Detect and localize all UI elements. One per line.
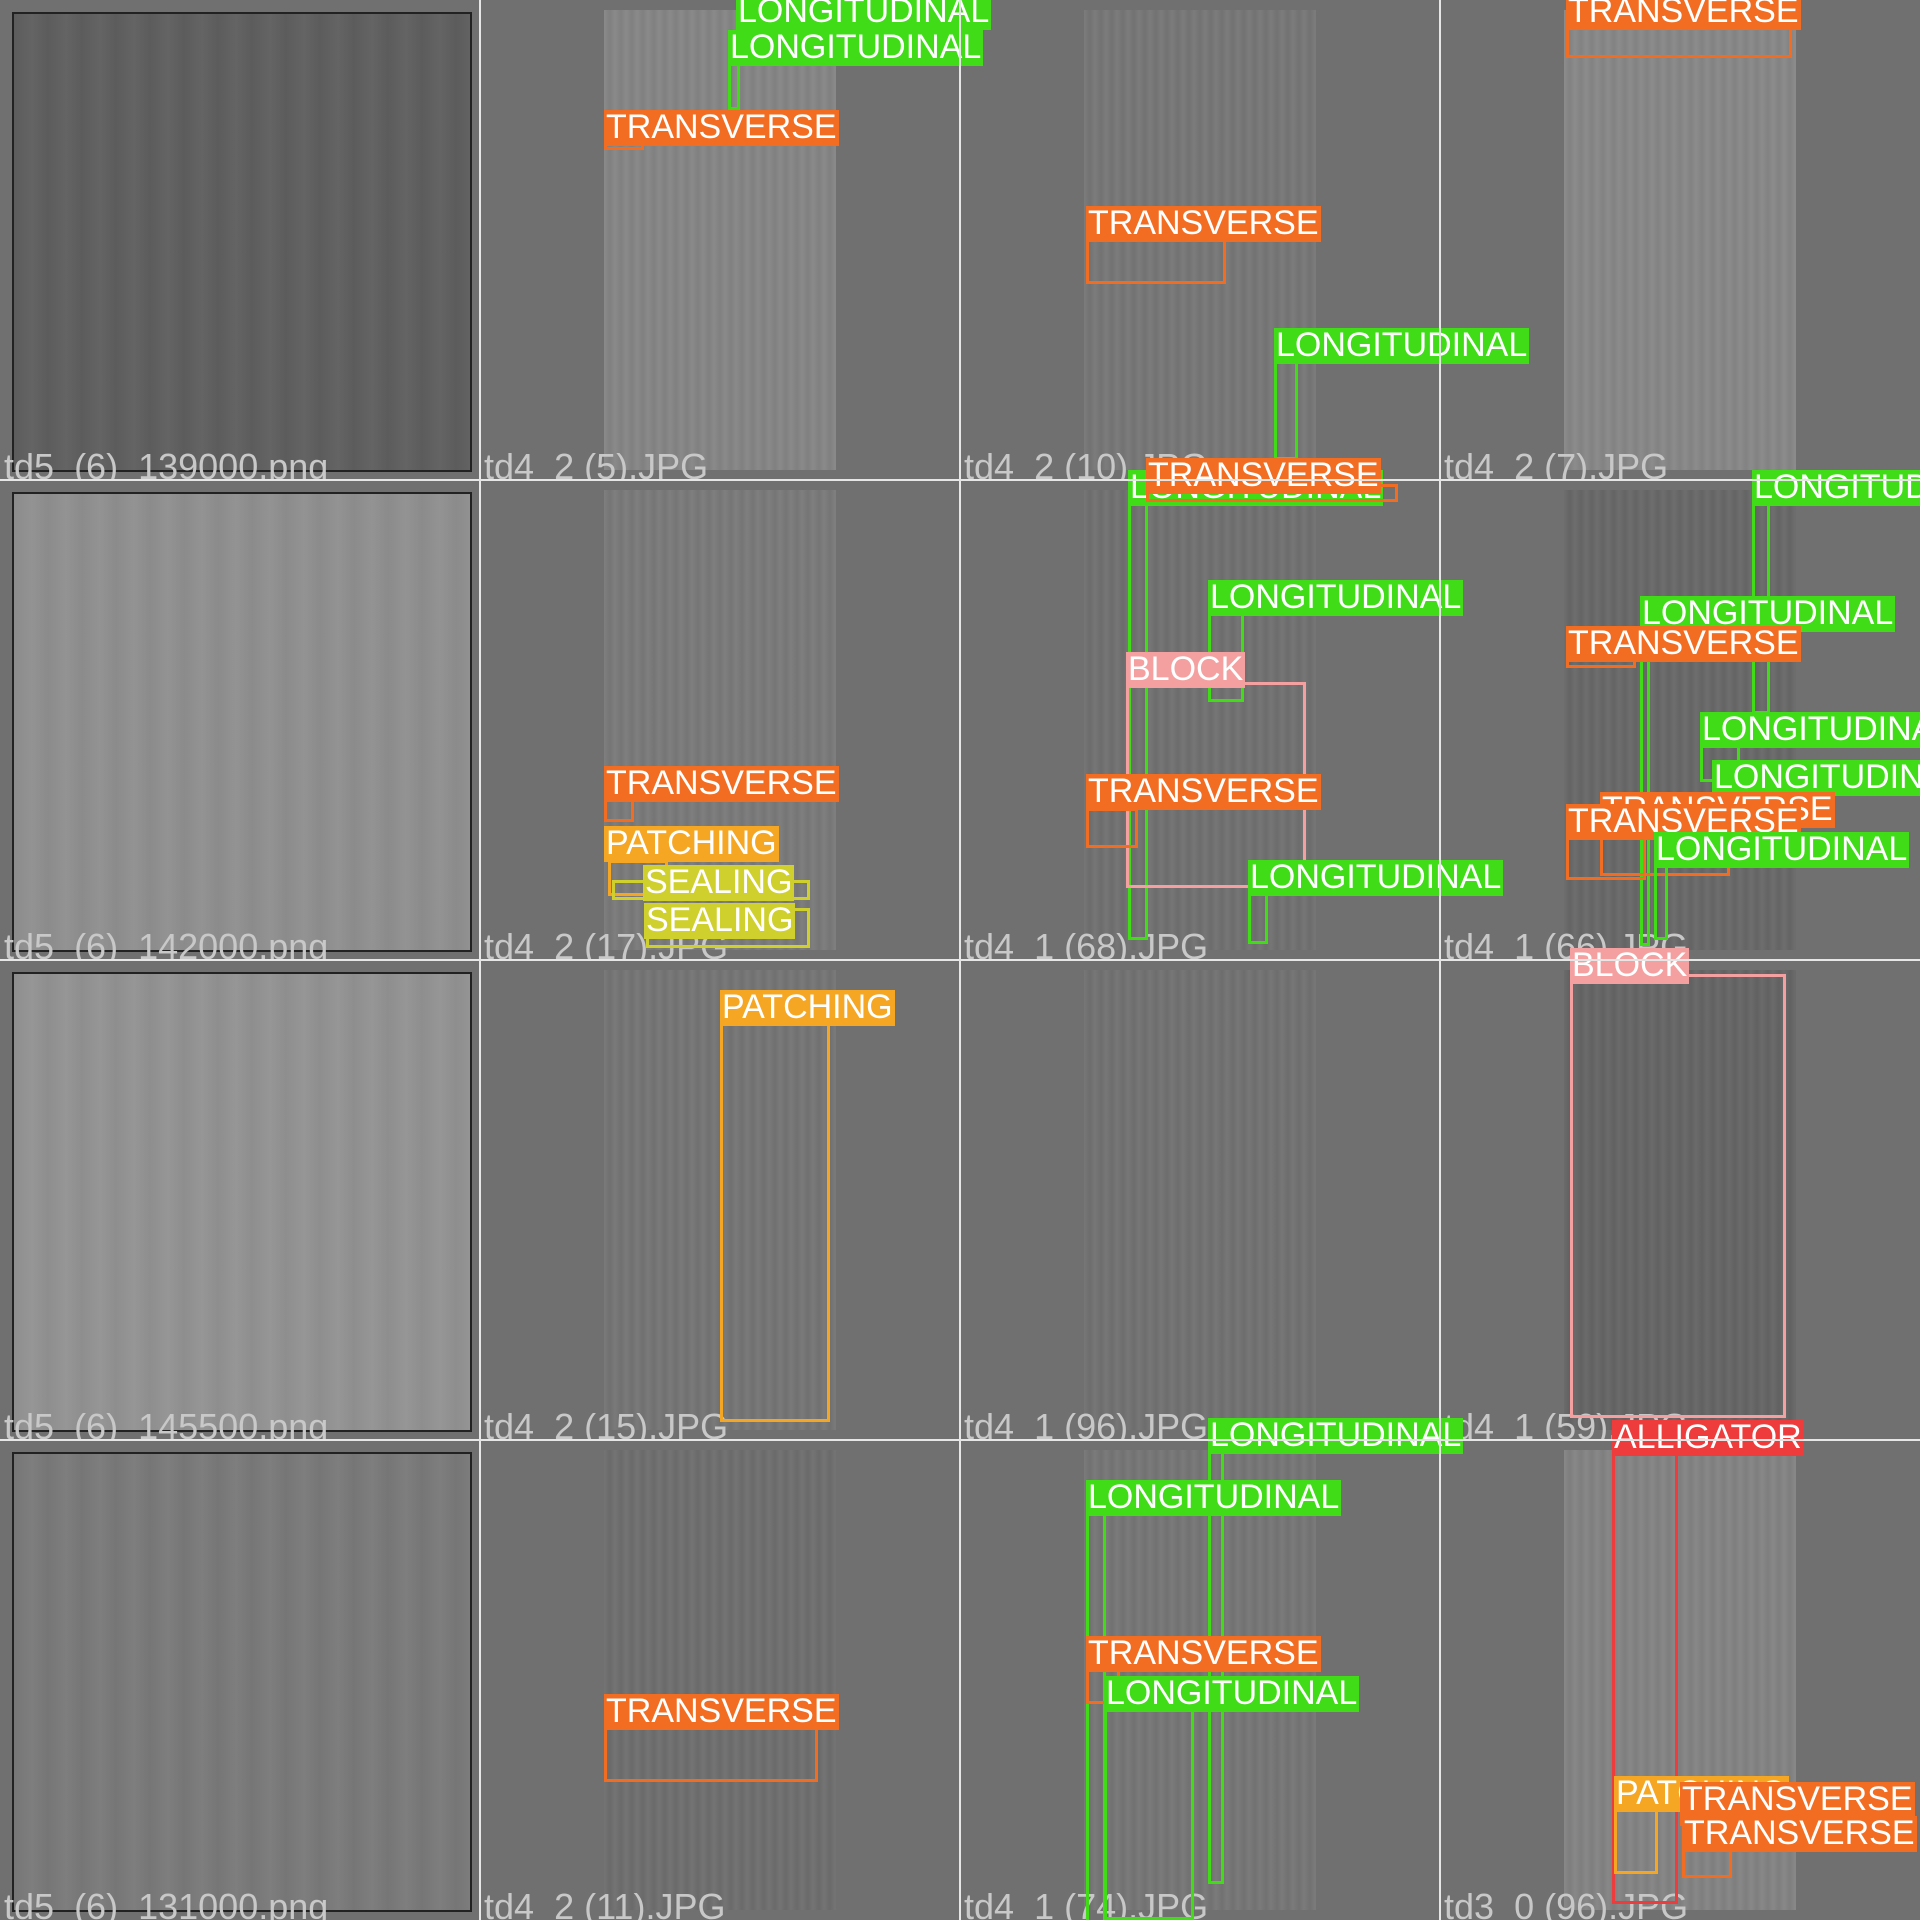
- pavement-image-strip: [1564, 10, 1796, 470]
- image-filename: td4_2 (15).JPG: [484, 1406, 729, 1440]
- longitudinal-bounding-box: [1654, 860, 1668, 940]
- grid-divider: [0, 1439, 1920, 1441]
- image-cell: td4_1 (96).JPG: [960, 960, 1440, 1440]
- longitudinal-label: LONGITUDINAL: [1104, 1674, 1360, 1712]
- pavement-image-square: [12, 972, 472, 1432]
- transverse-label: TRANSVERSE: [1086, 772, 1321, 810]
- transverse-label: TRANSVERSE: [1566, 624, 1801, 662]
- pavement-image-square: [12, 492, 472, 952]
- image-cell: td4_2 (5).JPG: [480, 0, 960, 480]
- longitudinal-label: LONGITUDINAL: [1208, 578, 1464, 616]
- patching-label: PATCHING: [720, 988, 895, 1026]
- longitudinal-bounding-box: [1274, 356, 1298, 460]
- longitudinal-label: LONGITUDINAL: [1700, 711, 1920, 748]
- grid-divider: [0, 959, 1920, 961]
- transverse-label: TRANSVERSE: [1682, 1814, 1917, 1852]
- transverse-bounding-box: [1566, 836, 1646, 880]
- image-filename: td5_(6)_142000.png: [4, 926, 329, 960]
- transverse-label: TRANSVERSE: [604, 1692, 839, 1730]
- image-cell: td4_2 (7).JPG: [1440, 0, 1920, 480]
- longitudinal-label: LONGITUDINAL: [1274, 326, 1530, 364]
- pavement-image-square: [12, 1452, 472, 1912]
- image-filename: td4_2 (11).JPG: [484, 1886, 726, 1920]
- transverse-bounding-box: [1086, 808, 1138, 848]
- block-bounding-box: [1570, 974, 1786, 1418]
- longitudinal-label: LONGITUDINAL: [736, 0, 992, 30]
- alligator-label: ALLIGATOR: [1612, 1418, 1804, 1456]
- image-cell: td5_(6)_131000.png: [0, 1440, 480, 1920]
- image-cell: td4_1 (68).JPG: [960, 480, 1440, 960]
- longitudinal-label: LONGITUDINAL: [1654, 830, 1910, 868]
- pavement-image-strip: [1084, 970, 1316, 1430]
- longitudinal-label: LONGITUDINAL: [1712, 759, 1920, 796]
- pavement-image-strip: [604, 10, 836, 470]
- image-filename: td4_2 (7).JPG: [1444, 446, 1669, 480]
- transverse-label: TRANSVERSE: [1086, 204, 1321, 242]
- longitudinal-bounding-box: [1640, 626, 1650, 946]
- longitudinal-label: LONGITUDINAL: [1752, 469, 1920, 506]
- longitudinal-label: LONGITUDINAL: [1086, 1478, 1342, 1516]
- pavement-image-strip: [1564, 970, 1796, 1430]
- block-label: BLOCK: [1126, 650, 1246, 688]
- longitudinal-label: LONGITUDINAL: [1208, 1416, 1464, 1454]
- sealing-label: SEALING: [643, 863, 795, 901]
- pavement-image-square: [12, 12, 472, 472]
- sealing-label: SEALING: [644, 901, 796, 939]
- longitudinal-label: LONGITUDINAL: [1248, 858, 1504, 896]
- image-cell: td4_2 (11).JPG: [480, 1440, 960, 1920]
- longitudinal-bounding-box: [1104, 1708, 1194, 1920]
- longitudinal-label: LONGITUDINAL: [1640, 594, 1896, 632]
- longitudinal-bounding-box: [1086, 1510, 1106, 1920]
- transverse-label: TRANSVERSE: [1086, 1634, 1321, 1672]
- pavement-image-strip: [604, 1450, 836, 1910]
- image-cell: td4_1 (59).JPG: [1440, 960, 1920, 1440]
- longitudinal-label: LONGITUDINAL: [728, 28, 984, 66]
- image-filename: td4_1 (68).JPG: [964, 926, 1209, 960]
- image-cell: td5_(6)_142000.png: [0, 480, 480, 960]
- transverse-label: TRANSVERSE: [1680, 1780, 1915, 1818]
- transverse-label: TRANSVERSE: [1146, 456, 1381, 494]
- patching-label: PATCHING: [604, 824, 779, 862]
- image-filename: td5_(6)_145500.png: [4, 1406, 329, 1440]
- patching-bounding-box: [720, 1020, 830, 1422]
- image-filename: td5_(6)_131000.png: [4, 1886, 329, 1920]
- longitudinal-bounding-box: [1248, 890, 1268, 944]
- image-filename: td4_1 (96).JPG: [964, 1406, 1209, 1440]
- block-label: BLOCK: [1570, 946, 1690, 984]
- image-filename: td4_2 (5).JPG: [484, 446, 709, 480]
- image-filename: td5_(6)_139000.png: [4, 446, 329, 480]
- transverse-bounding-box: [604, 1726, 818, 1782]
- transverse-label: TRANSVERSE: [604, 764, 839, 802]
- transverse-label: TRANSVERSE: [1566, 0, 1801, 30]
- image-cell: td5_(6)_139000.png: [0, 0, 480, 480]
- transverse-bounding-box: [1086, 238, 1226, 284]
- image-cell: td5_(6)_145500.png: [0, 960, 480, 1440]
- grid-divider: [1439, 0, 1441, 1920]
- patching-bounding-box: [1614, 1806, 1658, 1874]
- transverse-label: TRANSVERSE: [604, 108, 839, 146]
